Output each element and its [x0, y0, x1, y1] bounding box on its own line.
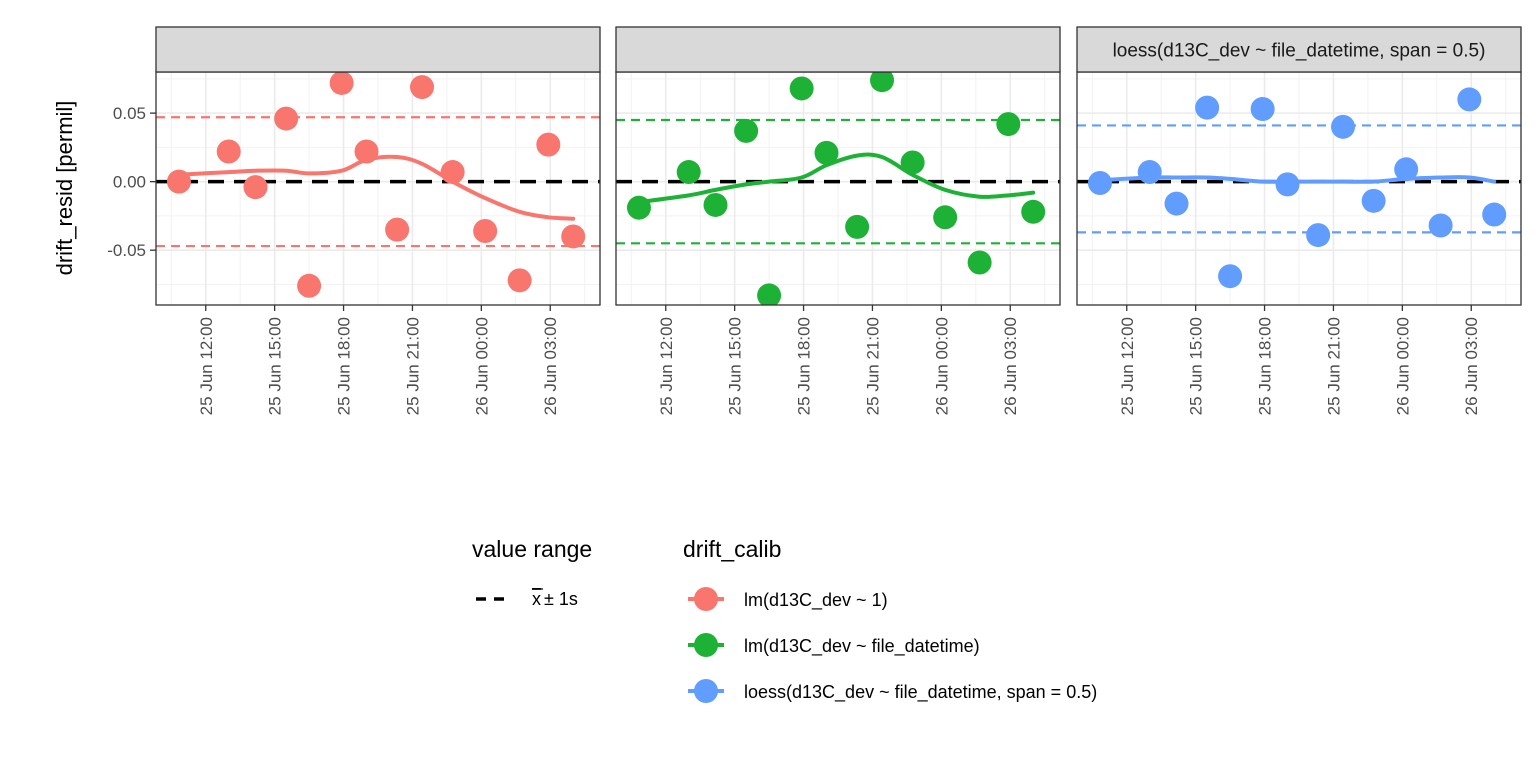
data-point [900, 150, 925, 175]
y-tick-label: 0.05 [113, 104, 146, 123]
x-tick-label: 25 Jun 18:00 [1256, 317, 1275, 415]
data-point [561, 224, 586, 249]
data-point [473, 218, 498, 243]
legend-entry-label: lm(d13C_dev ~ file_datetime) [744, 636, 980, 657]
data-point [1275, 172, 1300, 197]
x-tick-label: 25 Jun 12:00 [657, 317, 676, 415]
legend-layer: value range x ± 1s drift_calib lm(d13C_dev ~… [472, 536, 1097, 703]
x-tick-label: 25 Jun 18:00 [335, 317, 354, 415]
x-tick-label: 26 Jun 00:00 [1393, 317, 1412, 415]
panel-marks [616, 72, 1060, 305]
data-point [507, 268, 532, 293]
x-tick-label: 26 Jun 00:00 [932, 317, 951, 415]
data-point [1137, 160, 1162, 185]
x-tick-label: 26 Jun 03:00 [541, 317, 560, 415]
data-point [870, 72, 895, 93]
y-tick-label: 0.00 [113, 173, 146, 192]
x-tick-label: 25 Jun 21:00 [403, 317, 422, 415]
data-point [536, 132, 561, 157]
data-point [1195, 95, 1220, 120]
legend-entry-label: loess(d13C_dev ~ file_datetime, span = 0… [744, 682, 1097, 703]
data-point [1428, 213, 1453, 238]
data-point [757, 283, 782, 305]
legend-label-range-text: ± 1s [544, 589, 578, 609]
data-point [1087, 171, 1112, 196]
x-tick-label: 26 Jun 00:00 [472, 317, 491, 415]
x-tick-label: 25 Jun 21:00 [1324, 317, 1343, 415]
panel-marks [1077, 87, 1521, 289]
smooth-curve [1098, 175, 1497, 184]
data-point [166, 169, 191, 194]
x-tick-label: 26 Jun 03:00 [1001, 317, 1020, 415]
data-point [440, 160, 465, 185]
x-tick-label: 25 Jun 15:00 [266, 317, 285, 415]
data-point [1306, 223, 1331, 248]
data-point [1394, 157, 1419, 182]
data-point [845, 214, 870, 239]
x-tick-label: 25 Jun 18:00 [795, 317, 814, 415]
y-axis-label: drift_resid [permil] [52, 101, 77, 276]
data-point [329, 72, 354, 95]
data-point [216, 139, 241, 164]
panel-marks [156, 72, 600, 298]
x-tick-label: 25 Jun 15:00 [1187, 317, 1206, 415]
data-point [385, 217, 410, 242]
legend-title-drift-calib: drift_calib [683, 536, 781, 562]
data-point [626, 195, 651, 220]
legend-entry-label: lm(d13C_dev ~ 1) [744, 590, 888, 611]
facet-strip [155, 26, 601, 73]
smooth-curve [177, 154, 576, 221]
data-point [354, 139, 379, 164]
x-tick-label: 26 Jun 03:00 [1462, 317, 1481, 415]
data-point [789, 76, 814, 101]
data-point [1021, 199, 1046, 224]
data-point [1250, 97, 1275, 122]
x-tick-label: 25 Jun 12:00 [197, 317, 216, 415]
facet-strip [615, 26, 1061, 73]
data-point [933, 205, 958, 230]
data-point [243, 175, 268, 200]
data-point [996, 112, 1021, 137]
data-point [676, 160, 701, 185]
x-tick-label: 25 Jun 12:00 [1118, 317, 1137, 415]
data-point [1482, 202, 1507, 227]
data-point [297, 273, 322, 298]
data-point [1164, 191, 1189, 216]
legend-key-point [694, 587, 718, 611]
data-point [703, 192, 728, 217]
x-tick-label: 25 Jun 15:00 [726, 317, 745, 415]
y-tick-label: -0.05 [107, 241, 146, 260]
data-point [1457, 87, 1482, 112]
data-point [967, 250, 992, 275]
data-point [1218, 264, 1243, 289]
data-point [734, 118, 759, 143]
legend-title-value-range: value range [472, 536, 592, 562]
data-point [814, 140, 839, 165]
legend-label-value-range: x ± 1s [532, 589, 578, 609]
smooth-curve [637, 152, 1036, 205]
x-tick-label: 25 Jun 21:00 [863, 317, 882, 415]
facet-panel-2: lm(d13C_dev ~ file_datetime)25 Jun 12:00… [615, 26, 1061, 415]
data-point [274, 106, 299, 131]
legend-label-mean-symbol: x [532, 589, 541, 609]
legend-key-point [694, 679, 718, 703]
legend-key-point [694, 633, 718, 657]
data-point [410, 75, 435, 100]
facet-panel-3: loess(d13C_dev ~ file_datetime, span = 0… [1076, 26, 1522, 415]
data-point [1361, 188, 1386, 213]
data-point [1331, 114, 1356, 139]
facet-strip-label: loess(d13C_dev ~ file_datetime, span = 0… [1113, 41, 1486, 62]
facet-strip [1076, 26, 1522, 73]
strip-label-clip: loess(d13C_dev ~ file_datetime, span = 0… [1113, 41, 1486, 62]
